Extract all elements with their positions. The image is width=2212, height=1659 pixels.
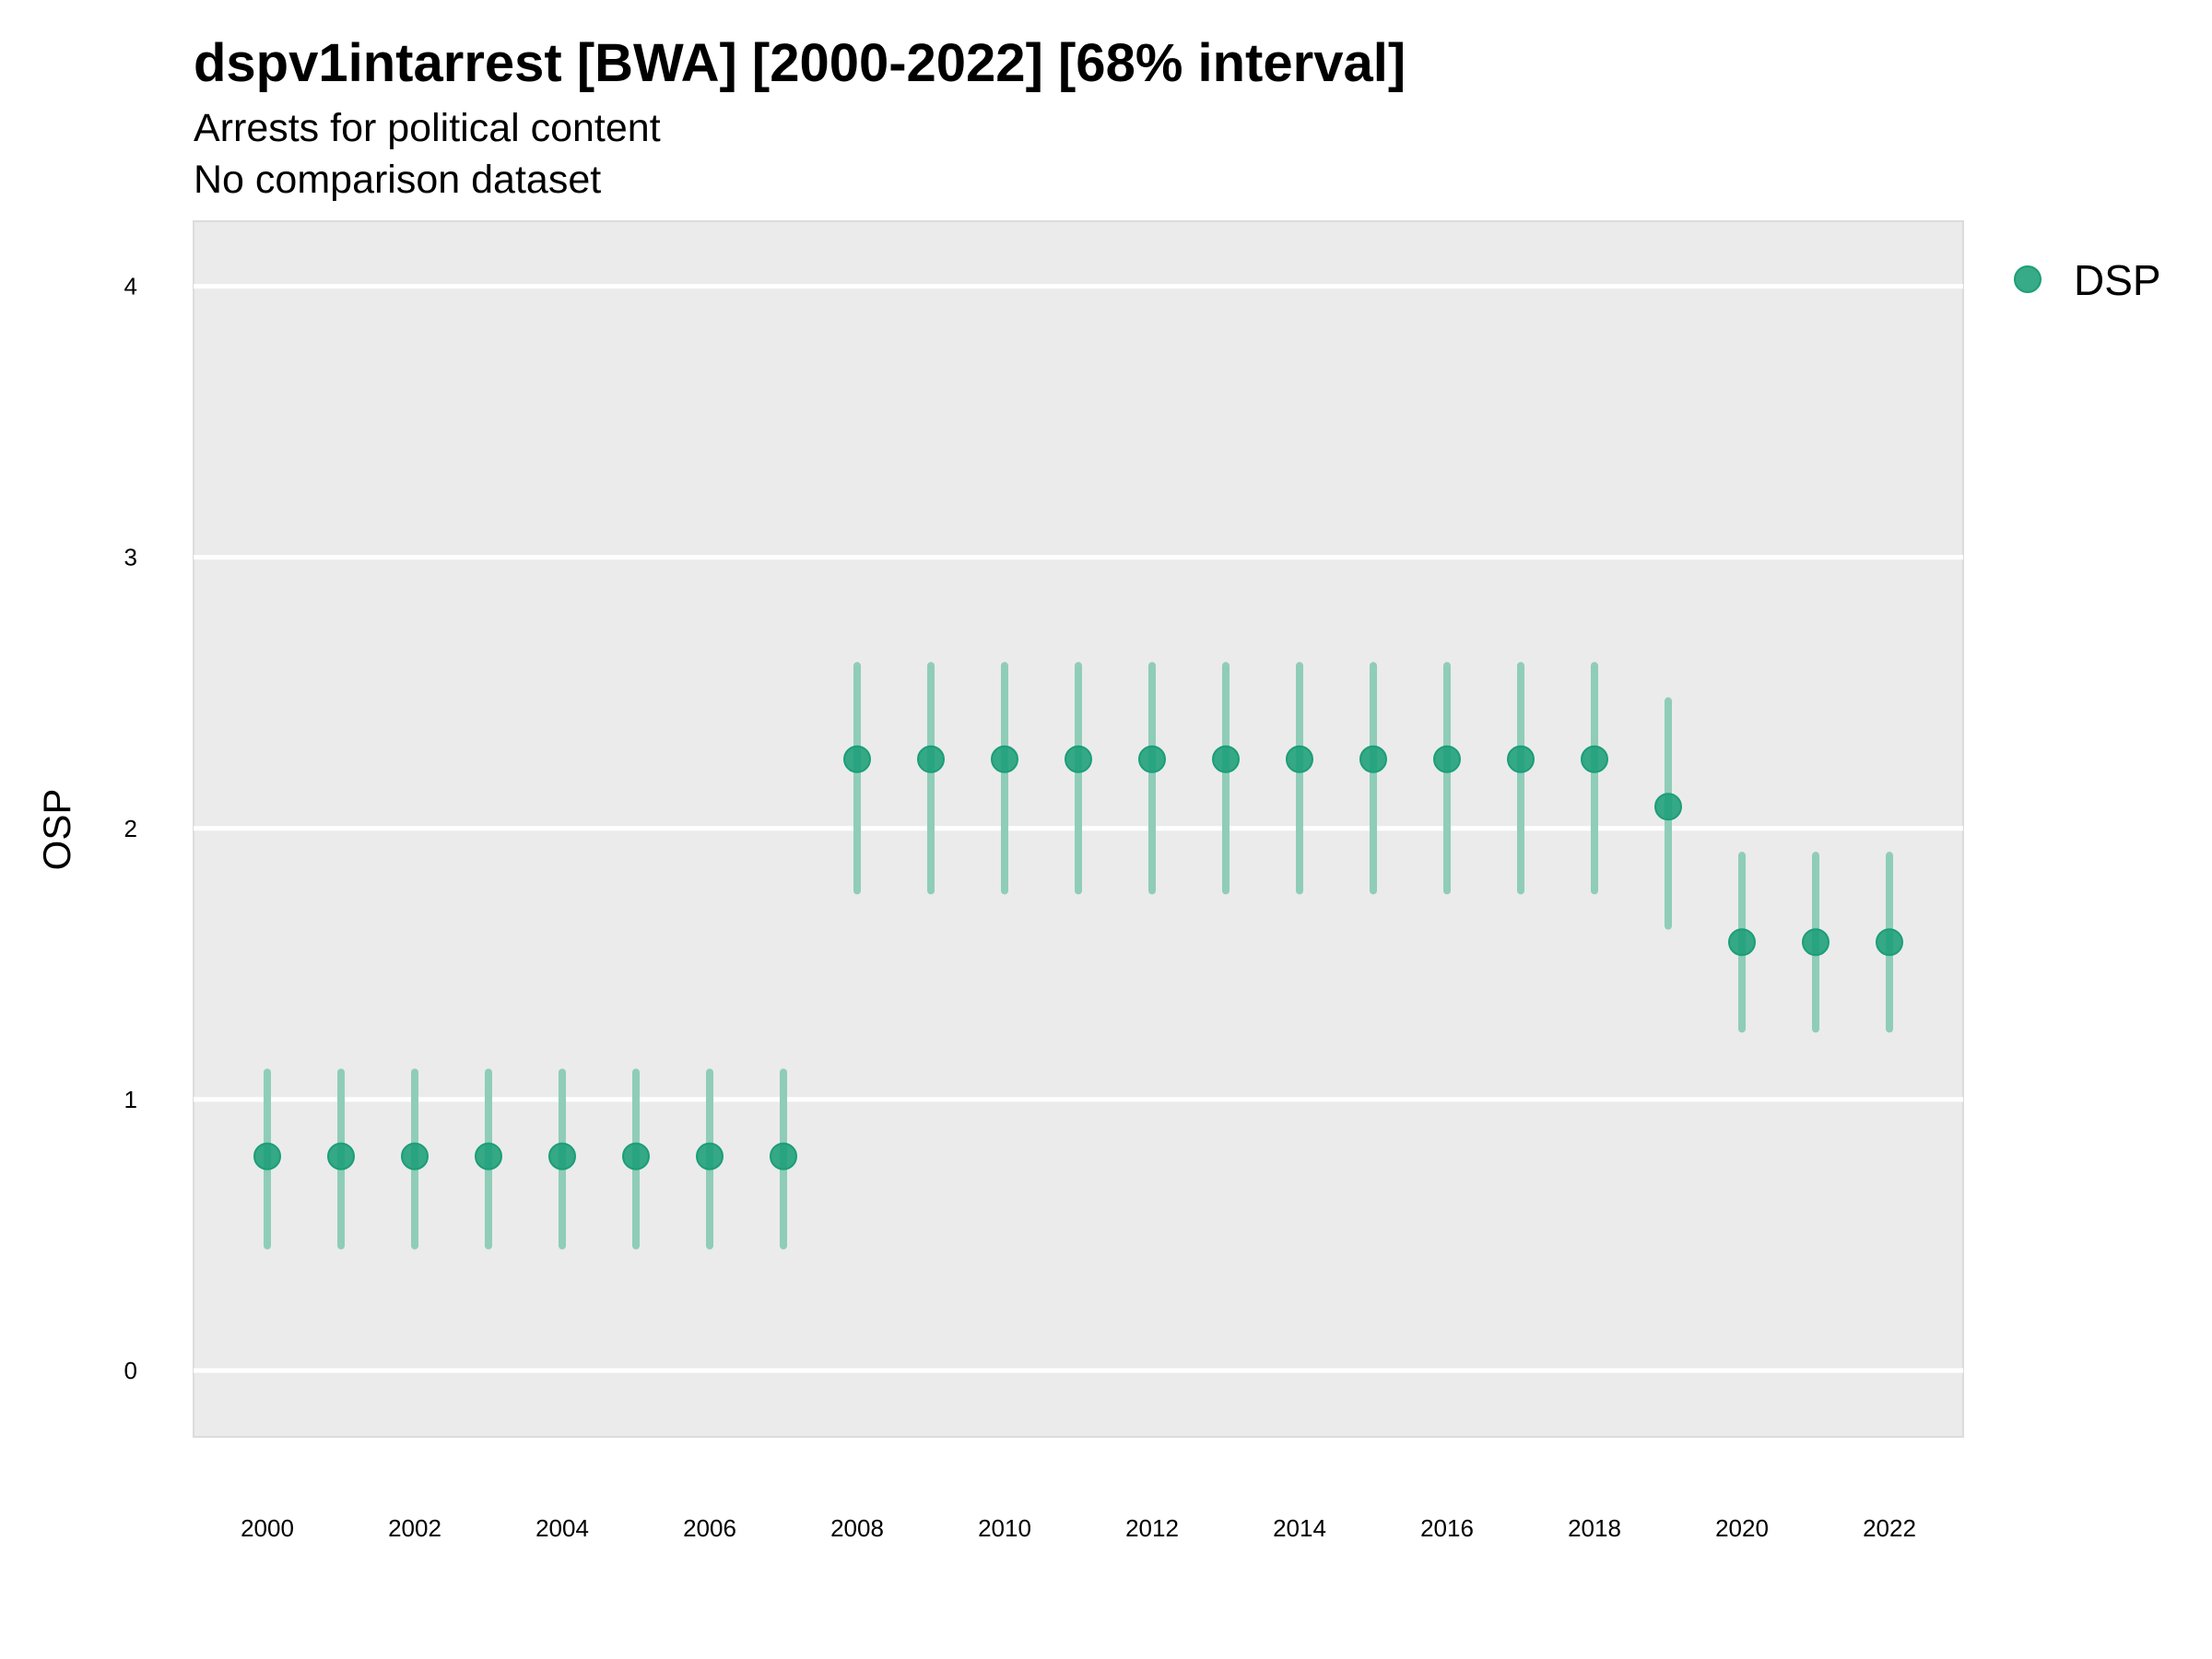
data-point-2017 (1507, 745, 1535, 773)
legend-label-dsp: DSP (2074, 256, 2161, 304)
legend: DSP (2014, 256, 2161, 304)
x-tick-label: 2006 (683, 1514, 736, 1542)
data-point-2020 (1728, 928, 1756, 957)
data-point-2013 (1212, 745, 1240, 773)
data-point-2021 (1802, 928, 1830, 957)
data-point-2006 (696, 1142, 724, 1171)
data-point-2014 (1286, 745, 1313, 773)
chart-subtitle: Arrests for political content (194, 106, 661, 150)
x-tick-label: 2016 (1420, 1514, 1474, 1542)
y-tick-label: 3 (124, 544, 137, 571)
data-point-2002 (401, 1142, 429, 1171)
x-tick-label: 2004 (535, 1514, 589, 1542)
data-points (253, 745, 1903, 1171)
data-point-2001 (327, 1142, 355, 1171)
x-tick-label: 2008 (830, 1514, 884, 1542)
data-point-2000 (253, 1142, 281, 1171)
y-axis-tick-labels: 0 1 2 3 4 (124, 273, 137, 1384)
data-point-2008 (843, 745, 871, 773)
data-point-2019 (1654, 793, 1682, 821)
x-tick-label: 2000 (241, 1514, 294, 1542)
x-tick-label: 2018 (1568, 1514, 1621, 1542)
data-point-2012 (1138, 745, 1166, 773)
data-point-2003 (475, 1142, 502, 1171)
data-point-2010 (991, 745, 1018, 773)
x-tick-label: 2012 (1125, 1514, 1179, 1542)
x-axis-tick-labels: 2000 2002 2004 2006 2008 2010 2012 2014 2016 2018… (241, 1514, 1916, 1542)
data-point-2016 (1433, 745, 1461, 773)
data-point-2004 (548, 1142, 576, 1171)
x-tick-label: 2002 (388, 1514, 441, 1542)
data-point-2015 (1359, 745, 1387, 773)
x-tick-label: 2020 (1715, 1514, 1769, 1542)
data-point-2018 (1581, 745, 1608, 773)
x-tick-label: 2014 (1273, 1514, 1326, 1542)
y-tick-label: 0 (124, 1357, 137, 1384)
x-tick-label: 2010 (978, 1514, 1031, 1542)
chart-caption: No comparison dataset (194, 158, 602, 202)
y-tick-label: 2 (124, 815, 137, 842)
data-point-2011 (1065, 745, 1092, 773)
y-tick-label: 4 (124, 273, 137, 300)
y-axis-title: OSP (35, 789, 78, 871)
data-point-2022 (1876, 928, 1903, 957)
legend-marker-dsp (2014, 265, 2041, 293)
data-point-2005 (622, 1142, 650, 1171)
x-tick-label: 2022 (1863, 1514, 1916, 1542)
y-tick-label: 1 (124, 1086, 137, 1113)
chart-title: dspv1intarrest [BWA] [2000-2022] [68% in… (194, 33, 1406, 93)
data-point-2009 (917, 745, 945, 773)
data-point-2007 (770, 1142, 797, 1171)
